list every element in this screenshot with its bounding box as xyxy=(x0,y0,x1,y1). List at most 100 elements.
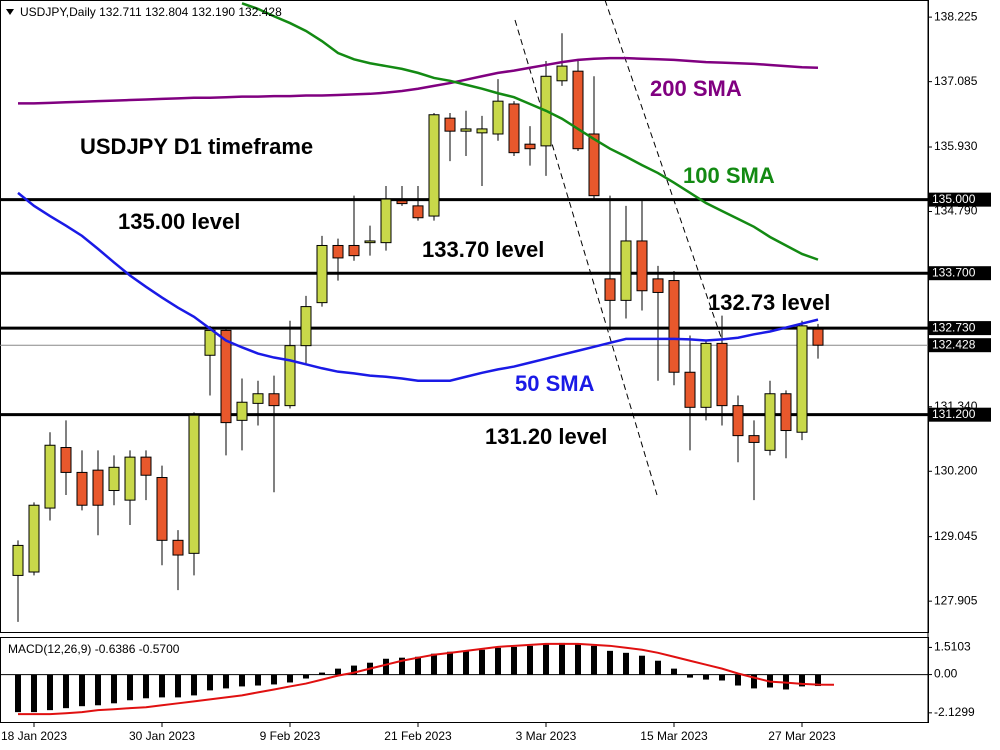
price-tag xyxy=(929,338,991,353)
candle-body xyxy=(108,466,120,492)
candle-body xyxy=(172,539,184,556)
macd-bar xyxy=(319,672,325,675)
level-tag xyxy=(929,407,991,422)
sma-label: 100 SMA xyxy=(683,163,775,188)
candle-body xyxy=(620,240,632,301)
macd-bar xyxy=(687,674,693,678)
macd-bar xyxy=(495,647,501,675)
y-tick-label: 129.045 xyxy=(934,529,978,543)
level-annotation: 133.70 level xyxy=(422,237,544,262)
x-tick-label: 9 Feb 2023 xyxy=(260,729,321,743)
candle-body xyxy=(220,329,232,424)
y-tick-label: 134.790 xyxy=(934,204,978,218)
macd-bar xyxy=(447,651,453,675)
candle-body xyxy=(588,133,600,197)
candle-body xyxy=(316,244,328,304)
macd-bar xyxy=(751,674,757,689)
macd-bar xyxy=(159,674,165,698)
macd-bar xyxy=(719,674,725,681)
sma-line xyxy=(241,2,819,261)
y-tick-label: 1.5103 xyxy=(934,640,971,654)
candle-body xyxy=(652,278,664,293)
sma-label: 50 SMA xyxy=(515,371,595,396)
x-tick-label: 27 Mar 2023 xyxy=(768,729,836,743)
macd-bar xyxy=(479,649,485,675)
macd-bar xyxy=(527,645,533,675)
macd-bar xyxy=(607,650,613,675)
macd-bar xyxy=(111,674,117,704)
macd-bar xyxy=(127,674,133,701)
candle-body xyxy=(348,244,360,257)
level-tag-label: 132.730 xyxy=(932,320,976,334)
y-tick-label: 127.905 xyxy=(934,593,978,607)
macd-bar xyxy=(623,652,629,675)
candle-body xyxy=(12,544,24,576)
candle-body xyxy=(380,198,392,244)
x-tick-label: 15 Mar 2023 xyxy=(640,729,708,743)
macd-bar xyxy=(815,674,821,687)
candle-body xyxy=(188,414,200,554)
candle-body xyxy=(44,444,56,509)
candle-body xyxy=(748,435,760,443)
x-tick-label: 30 Jan 2023 xyxy=(129,729,195,743)
macd-bar xyxy=(799,674,805,687)
candle-body xyxy=(76,471,88,506)
macd-bar xyxy=(271,674,277,685)
candle-body xyxy=(604,278,616,301)
macd-bar xyxy=(239,674,245,687)
level-tag xyxy=(929,321,991,336)
candle-body xyxy=(60,447,72,473)
candle-body xyxy=(764,393,776,451)
candle-body xyxy=(668,280,680,373)
macd-bar xyxy=(79,674,85,707)
level-annotation: 135.00 level xyxy=(118,209,240,234)
level-tag-label: 131.200 xyxy=(932,407,976,421)
x-tick-label: 21 Feb 2023 xyxy=(384,729,452,743)
macd-bar xyxy=(63,674,69,709)
y-tick-label: -2.1299 xyxy=(934,705,975,719)
macd-bar xyxy=(383,658,389,675)
macd-bar xyxy=(543,643,549,675)
candle-body xyxy=(124,456,136,501)
candle-body xyxy=(812,328,824,346)
macd-bar xyxy=(303,674,309,679)
candle-body xyxy=(636,240,648,292)
candle-body xyxy=(268,393,280,407)
sma-label: 200 SMA xyxy=(650,76,742,101)
macd-bar xyxy=(351,665,357,675)
macd-bar xyxy=(255,674,261,686)
candle-body xyxy=(556,65,568,82)
macd-bar xyxy=(207,674,213,691)
macd-bar xyxy=(143,674,149,699)
macd-bar xyxy=(15,674,21,713)
macd-bar xyxy=(223,674,229,689)
candle-body xyxy=(332,244,344,259)
macd-bar xyxy=(47,674,53,711)
candle-body xyxy=(476,128,488,134)
macd-bar xyxy=(415,656,421,675)
annotation: USDJPY D1 timeframe xyxy=(80,134,313,159)
macd-bar xyxy=(639,655,645,675)
symbol-header: USDJPY,Daily 132.711 132.804 132.190 132… xyxy=(20,5,282,19)
candle-body xyxy=(28,504,40,573)
macd-bar xyxy=(559,642,565,675)
signal-line xyxy=(18,642,835,716)
candle-body xyxy=(300,306,312,347)
level-tag-label: 135.000 xyxy=(932,192,976,206)
macd-bar xyxy=(463,650,469,675)
macd-bar xyxy=(287,674,293,683)
macd-bar xyxy=(431,653,437,675)
macd-bar xyxy=(191,674,197,696)
macd-bar xyxy=(575,643,581,675)
candle-body xyxy=(524,143,536,150)
candle-body xyxy=(780,393,792,432)
x-tick-label: 3 Mar 2023 xyxy=(516,729,577,743)
candle-body xyxy=(284,345,296,407)
candle-body xyxy=(700,342,712,408)
macd-bar xyxy=(95,674,101,706)
candle-body xyxy=(572,70,584,150)
price-tag-label: 132.428 xyxy=(932,337,976,351)
macd-bar xyxy=(335,668,341,675)
